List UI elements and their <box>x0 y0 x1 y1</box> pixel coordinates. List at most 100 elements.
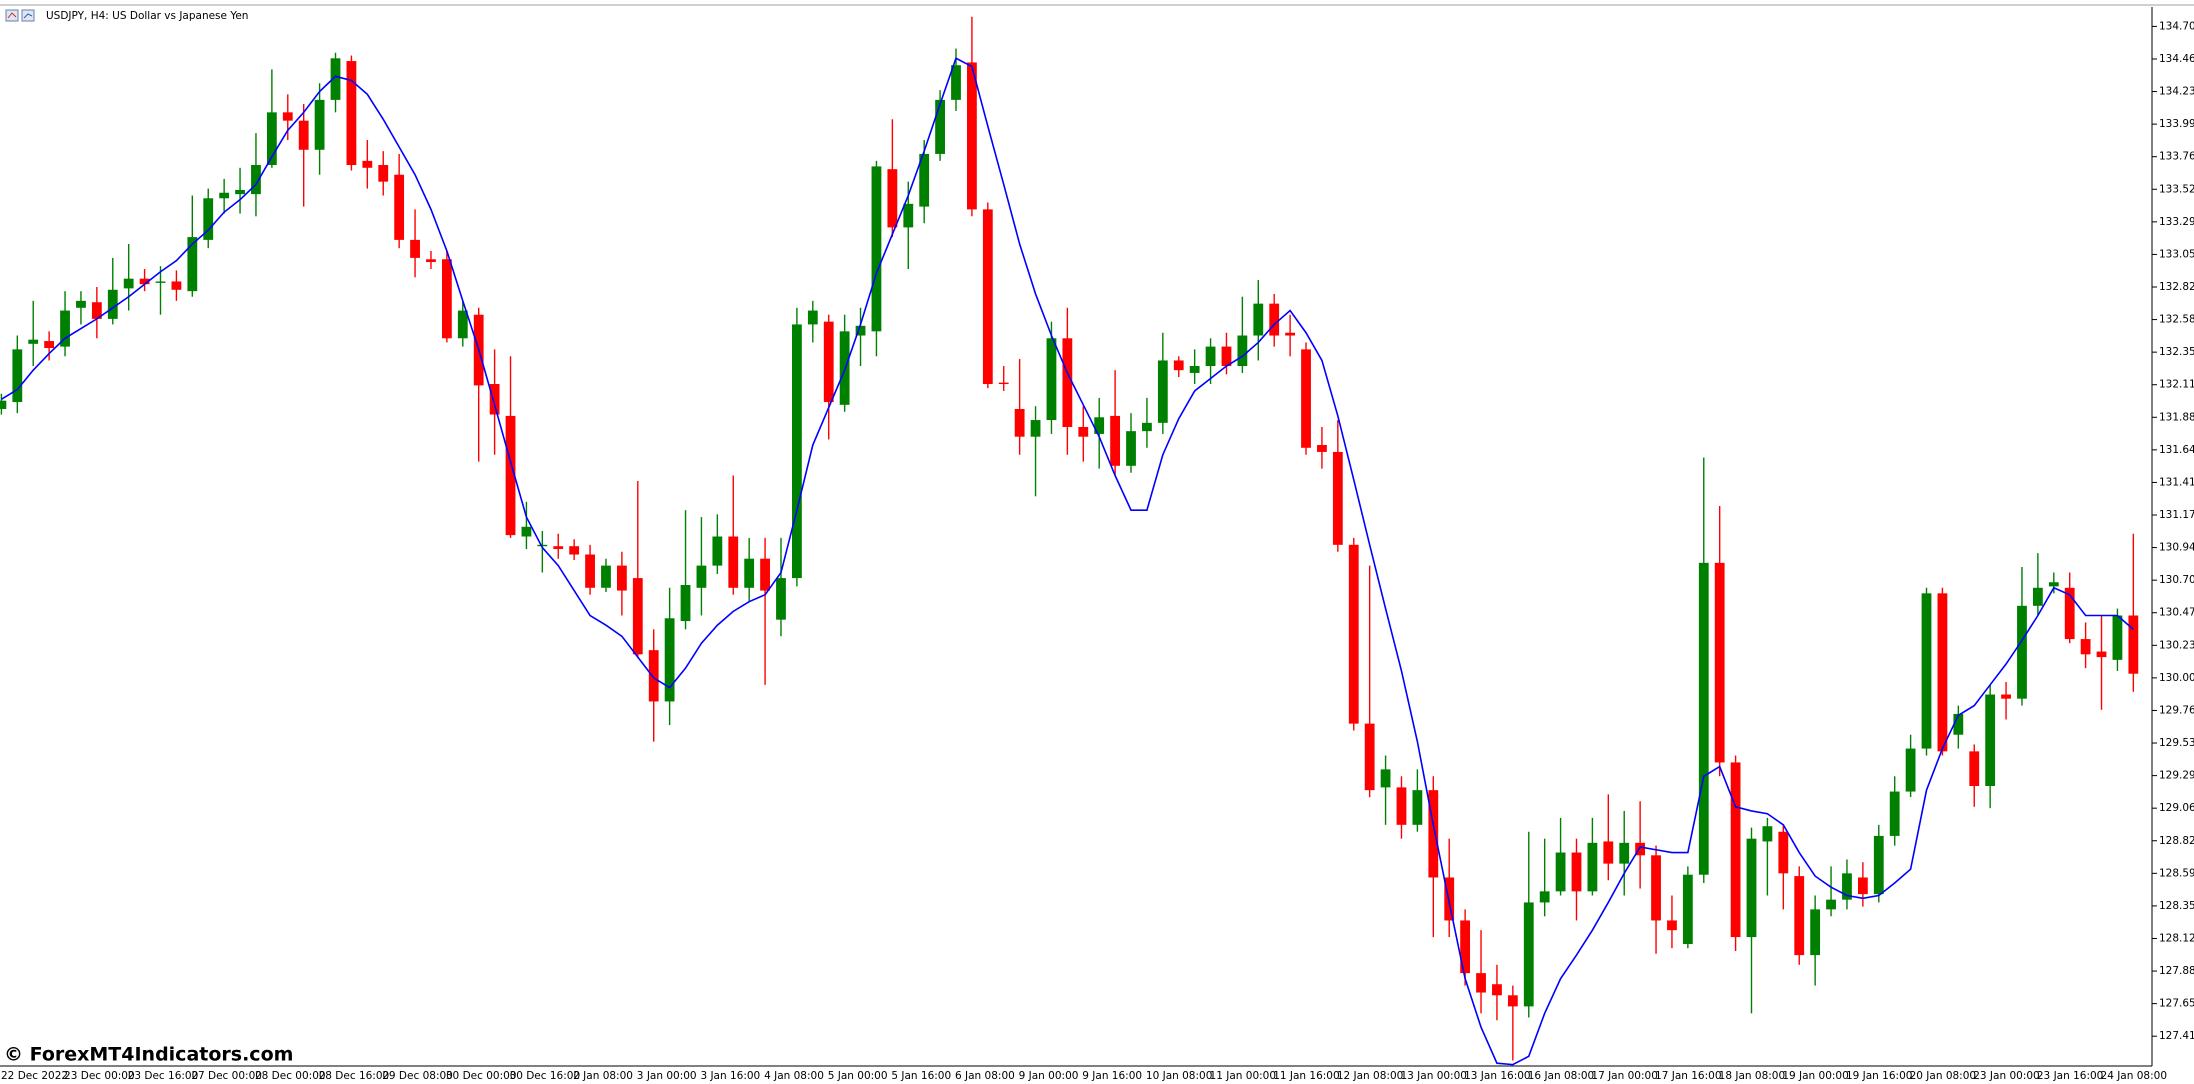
candle-body <box>585 554 595 588</box>
y-tick-label: 134.465 <box>2159 53 2194 65</box>
candle-body <box>12 349 23 403</box>
candle-body <box>489 384 500 415</box>
candle-body <box>28 339 39 344</box>
candle-body <box>1603 841 1614 864</box>
candle-body <box>871 166 882 332</box>
candle-body <box>1889 791 1900 836</box>
candle-body <box>998 382 1009 385</box>
x-tick-label: 3 Jan 00:00 <box>637 1070 697 1082</box>
title-icons <box>5 9 35 22</box>
candle-body <box>807 310 818 325</box>
candle-body <box>1030 420 1041 437</box>
candle-body <box>44 341 55 348</box>
candle-body <box>1492 984 1502 996</box>
y-tick-label: 127.415 <box>2159 1030 2194 1042</box>
candle-body <box>2112 615 2123 660</box>
candle-body <box>155 281 166 283</box>
x-tick-label: 19 Jan 16:00 <box>1846 1070 1912 1082</box>
candle-body <box>1682 874 1693 945</box>
candle-body <box>569 546 580 555</box>
candle-body <box>1301 349 1311 448</box>
y-tick-label: 133.290 <box>2159 216 2194 228</box>
x-tick-label: 13 Jan 00:00 <box>1400 1070 1466 1082</box>
candle-body <box>903 203 914 228</box>
candle-body <box>123 278 134 289</box>
x-tick-label: 11 Jan 00:00 <box>1210 1070 1276 1082</box>
x-tick-label: 9 Jan 00:00 <box>1019 1070 1079 1082</box>
candle-body <box>346 61 357 166</box>
candle-body <box>855 325 866 336</box>
candle-body <box>1698 562 1709 875</box>
candle-body <box>1078 426 1089 437</box>
candle-body <box>1428 790 1439 878</box>
candle-body <box>1237 335 1248 367</box>
plot-area: 134.700 134.465 134.230 133.995 133.760 133.5… <box>0 16 2194 1082</box>
candle-body <box>1332 451 1343 545</box>
candle-body <box>1921 593 1932 749</box>
candle-body <box>776 578 786 620</box>
candle-body <box>1746 838 1757 938</box>
y-tick-label: 127.885 <box>2159 965 2194 977</box>
icon-glyph <box>23 13 33 19</box>
candle-body <box>1985 694 1996 787</box>
candle-body <box>378 165 389 182</box>
y-tick-label: 133.995 <box>2159 118 2194 130</box>
candle-body <box>2096 651 2107 658</box>
candle-body <box>1380 769 1391 788</box>
y-tick-label: 131.410 <box>2159 476 2194 488</box>
y-tick-label: 131.645 <box>2159 444 2194 456</box>
x-tick-label: 20 Jan 08:00 <box>1910 1070 1976 1082</box>
candle-body <box>1062 338 1073 427</box>
candle-body <box>1714 562 1725 763</box>
candle-body <box>1173 360 1184 371</box>
candle-body <box>1810 909 1821 956</box>
y-tick-label: 129.060 <box>2159 802 2194 814</box>
candle-body <box>60 310 70 347</box>
candle-body <box>696 565 707 588</box>
x-tick-label: 28 Dec 00:00 <box>255 1070 326 1082</box>
candle-body <box>823 321 834 403</box>
candle-body <box>1555 852 1566 892</box>
candle-body <box>632 578 643 655</box>
candle-body <box>1126 431 1136 466</box>
candle-body <box>1285 332 1296 336</box>
candle-body <box>792 324 802 579</box>
candle-body <box>1221 346 1232 367</box>
candle-body <box>1412 790 1423 825</box>
candle-body <box>107 289 118 319</box>
candle-body <box>1205 346 1216 367</box>
candle-body <box>744 558 755 588</box>
x-tick-label: 17 Jan 00:00 <box>1591 1070 1657 1082</box>
x-tick-label: 23 Jan 16:00 <box>2037 1070 2103 1082</box>
candle-body <box>616 565 627 591</box>
y-tick-label: 129.295 <box>2159 770 2194 782</box>
candle-body <box>1619 842 1630 864</box>
candle-body <box>919 153 930 207</box>
candle-body <box>951 65 961 100</box>
x-tick-label: 30 Dec 00:00 <box>446 1070 517 1082</box>
candle-body <box>1476 973 1486 993</box>
candle-body <box>1364 723 1375 791</box>
candle-body <box>1142 422 1152 432</box>
candle-body <box>219 192 230 199</box>
candle-body <box>171 281 182 290</box>
chart-title: USDJPY, H4: US Dollar vs Japanese Yen <box>46 10 248 22</box>
candle-body <box>441 259 452 339</box>
candle-body <box>648 650 659 702</box>
icon <box>21 9 35 22</box>
candle-body <box>426 259 436 263</box>
candle-body <box>91 302 102 319</box>
candle-body <box>521 526 532 537</box>
y-tick-label: 130.235 <box>2159 639 2194 651</box>
candle-body <box>1046 338 1057 421</box>
x-tick-label: 4 Jan 08:00 <box>764 1070 824 1082</box>
candle-body <box>1667 920 1677 931</box>
candle-body <box>1110 415 1120 466</box>
y-tick-label: 132.350 <box>2159 346 2194 358</box>
candle-body <box>1873 835 1884 895</box>
y-tick-label: 132.115 <box>2159 379 2194 391</box>
candle-body <box>2001 694 2011 699</box>
candle-body <box>505 415 516 536</box>
candle-body <box>1396 787 1407 825</box>
x-tick-label: 3 Jan 16:00 <box>700 1070 760 1082</box>
